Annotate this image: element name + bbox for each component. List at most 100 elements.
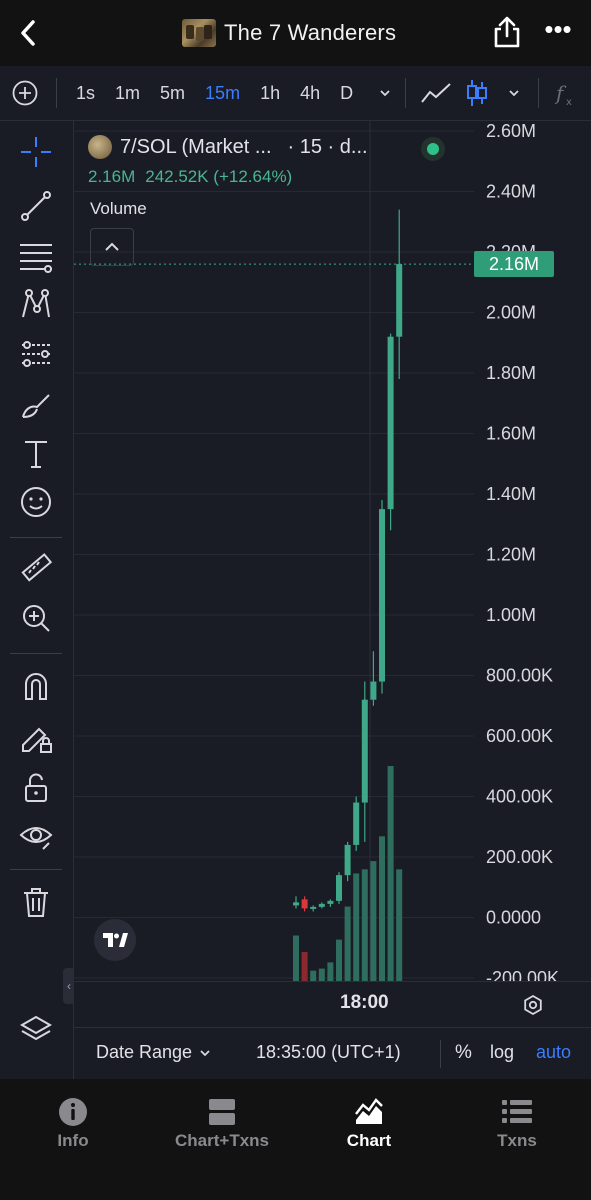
- magnet-tool[interactable]: [17, 667, 55, 705]
- text-tool[interactable]: [17, 435, 55, 473]
- share-icon: [494, 16, 520, 48]
- crosshair-tool[interactable]: [17, 133, 55, 171]
- split-view-icon: [209, 1099, 235, 1125]
- pair-name[interactable]: 7/SOL (Market ...: [120, 135, 272, 158]
- interval-5m[interactable]: 5m: [160, 82, 186, 103]
- interval-dropdown-chevron-down-icon[interactable]: [378, 86, 392, 100]
- chevron-up-icon: [105, 242, 119, 251]
- forecast-tool[interactable]: [17, 335, 55, 373]
- fib-retracement-icon: [20, 244, 52, 273]
- emoji-tool[interactable]: [17, 483, 55, 521]
- more-button[interactable]: •••: [540, 16, 576, 46]
- settings-icon[interactable]: [522, 994, 544, 1016]
- tab-chart-txns[interactable]: Chart+Txns: [152, 1097, 292, 1157]
- interval-d[interactable]: D: [340, 82, 354, 103]
- candle-body: [370, 681, 377, 700]
- legend-values: 2.16M 242.52K (+12.64%): [88, 167, 292, 187]
- ruler-tool[interactable]: [17, 549, 55, 587]
- date-range-dropdown[interactable]: Date Range: [96, 1042, 212, 1063]
- legend-change: 242.52K (+12.64%): [145, 167, 293, 186]
- volume-bar: [336, 939, 342, 981]
- percent-scale-toggle[interactable]: %: [455, 1042, 472, 1063]
- line-chart-icon[interactable]: [420, 80, 452, 106]
- chevron-down-icon: [200, 1049, 210, 1056]
- page-title: The 7 Wanderers: [224, 20, 397, 45]
- interval-1s[interactable]: 1s: [76, 82, 96, 103]
- y-axis-tick-label: 600.00K: [486, 726, 553, 746]
- volume-bar: [387, 766, 394, 981]
- tool-divider: [10, 653, 62, 654]
- timezone-clock[interactable]: 18:35:00 (UTC+1): [256, 1042, 401, 1062]
- y-axis-tick-label: 1.40M: [486, 484, 536, 504]
- chart-icon: [355, 1098, 383, 1124]
- last-price-tag: 2.16M: [474, 251, 554, 278]
- y-axis-tick-label: 0.0000: [486, 908, 541, 928]
- forecast-icon: [22, 341, 50, 367]
- tab-label: Chart+Txns: [175, 1131, 269, 1150]
- log-scale-toggle[interactable]: log: [490, 1042, 515, 1062]
- price-chart[interactable]: 2.60M2.40M2.20M2.00M1.80M1.60M1.40M1.20M…: [74, 121, 591, 981]
- lock-drawing-tool[interactable]: [17, 719, 55, 757]
- collapse-toolbar-button[interactable]: ‹: [63, 968, 75, 1004]
- pattern-icon: [22, 289, 50, 318]
- tab-txns[interactable]: Txns: [447, 1097, 587, 1157]
- interval-text: · 15 · d...: [287, 135, 368, 158]
- share-button[interactable]: [492, 14, 522, 50]
- layers-tool[interactable]: [17, 1011, 55, 1049]
- pattern-tool[interactable]: [17, 285, 55, 323]
- ruler-icon: [21, 553, 53, 582]
- y-axis-tick-label: 800.00K: [486, 666, 553, 686]
- top-bar: The 7 Wanderers •••: [0, 0, 591, 66]
- token-thumbnail: [182, 19, 216, 47]
- candle-body: [396, 264, 403, 337]
- tradingview-logo[interactable]: [94, 919, 136, 961]
- volume-bar: [301, 952, 308, 981]
- tab-chart[interactable]: Chart: [299, 1097, 439, 1157]
- time-axis: 18:00: [74, 981, 591, 1028]
- y-axis-tick-label: -200.00K: [486, 968, 559, 981]
- y-axis-tick-label: 1.20M: [486, 545, 536, 565]
- toolbar-divider: [405, 78, 406, 108]
- chevron-left-icon: [21, 20, 35, 46]
- lock-all-tool[interactable]: [17, 769, 55, 807]
- zoom-tool[interactable]: [17, 599, 55, 637]
- chart-bottom-controls: Date Range 18:35:00 (UTC+1) % log auto: [74, 1027, 591, 1080]
- horizontal-lines-tool[interactable]: [17, 237, 55, 275]
- collapse-legend-button[interactable]: [90, 228, 134, 266]
- brush-icon: [22, 394, 50, 418]
- delete-tool[interactable]: [17, 883, 55, 921]
- tradingview-logo-icon: [103, 933, 128, 947]
- chart-type-chevron-down-icon[interactable]: [507, 86, 521, 100]
- market-status-indicator: [421, 137, 445, 161]
- tab-label: Chart: [346, 1131, 392, 1150]
- back-button[interactable]: [14, 16, 42, 50]
- interval-4h[interactable]: 4h: [300, 82, 321, 103]
- smiley-icon: [21, 487, 51, 517]
- tab-label: Info: [57, 1131, 89, 1150]
- volume-bar: [370, 861, 377, 981]
- candle-body: [361, 699, 368, 803]
- chart-area[interactable]: 2.60M2.40M2.20M2.00M1.80M1.60M1.40M1.20M…: [74, 121, 591, 981]
- brush-tool[interactable]: [17, 387, 55, 425]
- visibility-tool[interactable]: [17, 817, 55, 855]
- interval-selector: 1s 1m 5m 15m 1h 4h D: [66, 80, 363, 106]
- auto-scale-toggle[interactable]: auto: [536, 1042, 572, 1062]
- coin-icon: [88, 135, 112, 159]
- interval-1m[interactable]: 1m: [115, 82, 141, 103]
- time-axis-label: 18:00: [340, 992, 389, 1013]
- trend-line-tool[interactable]: [17, 187, 55, 225]
- volume-bar: [353, 873, 360, 981]
- interval-1h[interactable]: 1h: [260, 82, 281, 103]
- add-indicator-plus-icon[interactable]: [12, 80, 38, 106]
- candle-chart-icon[interactable]: [466, 78, 488, 108]
- candle-body: [387, 336, 394, 510]
- interval-15m[interactable]: 15m: [205, 82, 241, 103]
- tab-info[interactable]: Info: [3, 1097, 143, 1157]
- trash-icon: [24, 888, 48, 917]
- tab-label: Txns: [497, 1131, 537, 1150]
- volume-bar: [318, 968, 325, 981]
- chevron-left-small-icon: ‹: [67, 979, 71, 993]
- pencil-lock-icon: [22, 727, 52, 753]
